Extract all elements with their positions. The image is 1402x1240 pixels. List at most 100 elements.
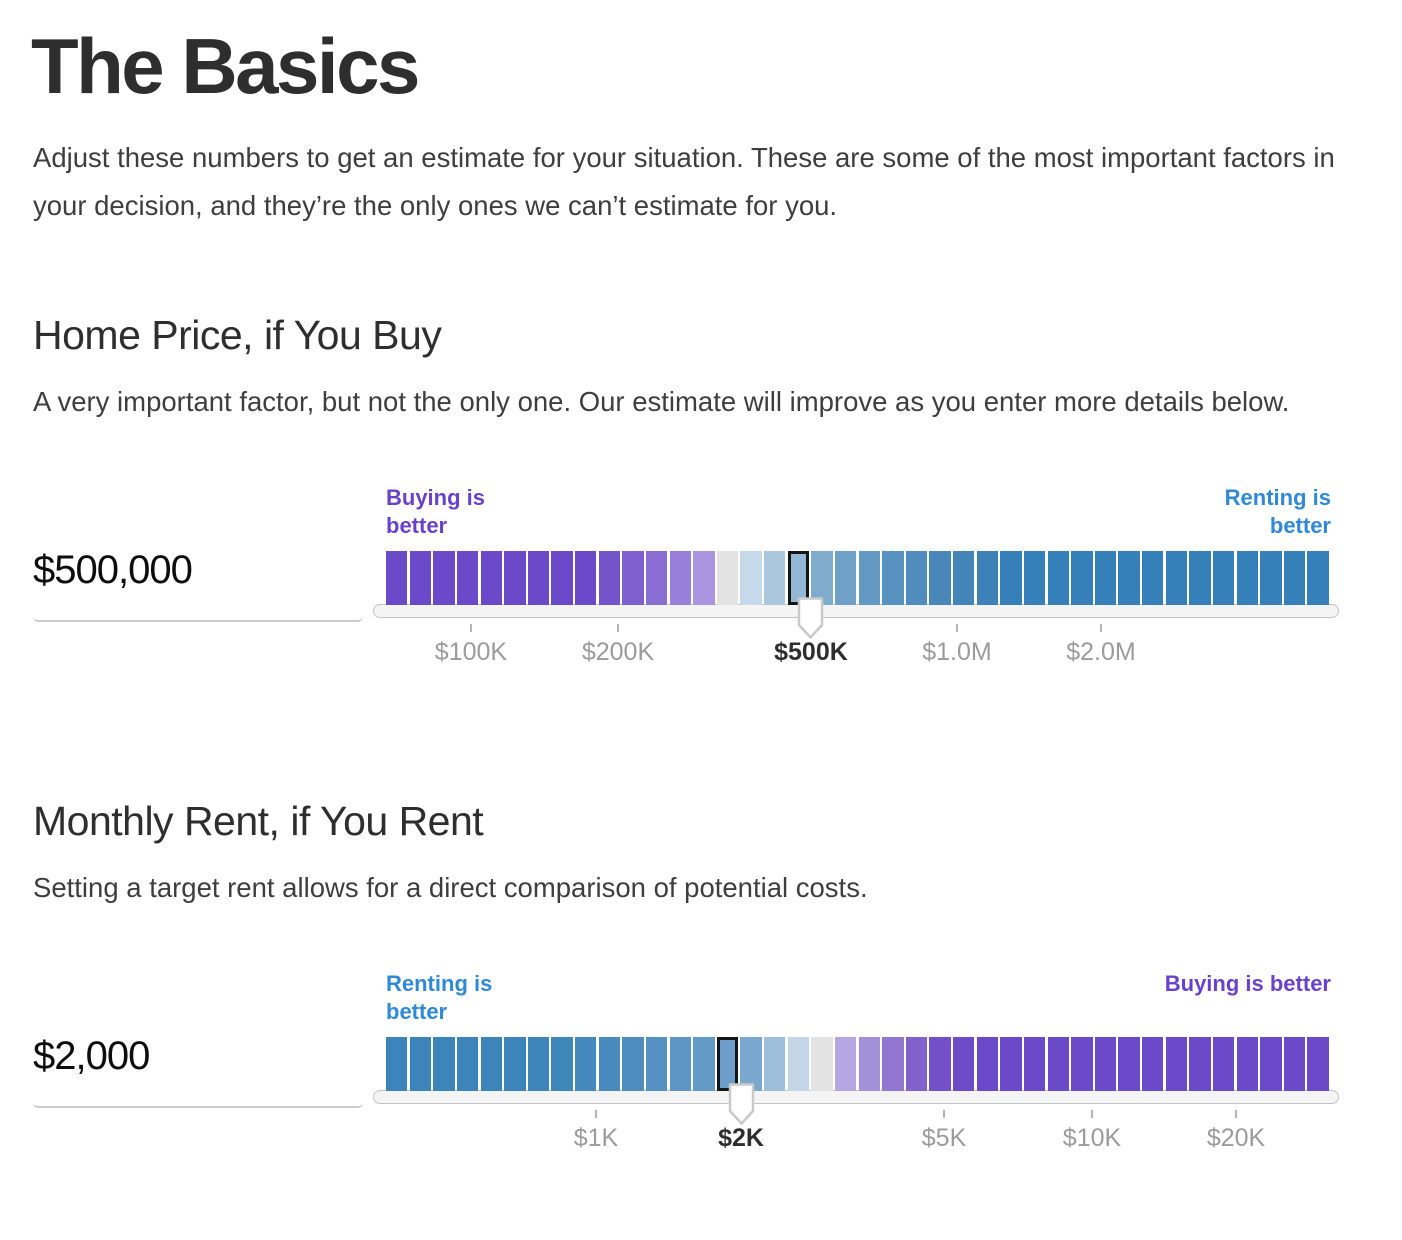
slider-segment[interactable] (811, 551, 833, 605)
slider-segment[interactable] (953, 1037, 975, 1091)
value-input[interactable]: $500,000 (33, 548, 193, 592)
slider-segment[interactable] (1118, 551, 1140, 605)
section-description: Setting a target rent allows for a direc… (33, 872, 868, 903)
slider-segment[interactable] (456, 1037, 479, 1091)
intro-text: Adjust these numbers to get an estimate … (33, 142, 1335, 221)
slider-segment[interactable] (504, 1037, 526, 1091)
slider-segment[interactable] (1071, 551, 1093, 605)
slider-segment[interactable] (693, 551, 715, 605)
slider-segment[interactable] (551, 1037, 573, 1091)
slider-pointer[interactable] (728, 1083, 755, 1125)
slider-segment[interactable] (433, 1037, 455, 1091)
slider-segment[interactable] (858, 1037, 880, 1091)
slider-segment[interactable] (1094, 1037, 1117, 1091)
slider-segment[interactable] (1094, 551, 1117, 605)
slider-segment[interactable] (551, 551, 573, 605)
slider-segment-selected[interactable] (716, 1037, 739, 1091)
slider-left-label: Buying is better (386, 485, 486, 538)
page-title: The Basics (31, 22, 420, 110)
slider-segment[interactable] (1071, 1037, 1093, 1091)
value-input[interactable]: $2,000 (33, 1034, 150, 1078)
slider-segment[interactable] (433, 551, 455, 605)
slider-segment[interactable] (480, 1037, 502, 1091)
tick-mark (594, 1110, 597, 1118)
slider-segment[interactable] (1000, 1037, 1022, 1091)
tick-label: $10K (1062, 1124, 1122, 1152)
slider-segment[interactable] (409, 1037, 432, 1091)
slider-segment[interactable] (1165, 551, 1188, 605)
slider-segment[interactable] (1118, 1037, 1140, 1091)
slider-segment[interactable] (575, 1037, 597, 1091)
slider-segment[interactable] (1283, 551, 1306, 605)
slider-segment[interactable] (1260, 1037, 1282, 1091)
slider-segment[interactable] (1283, 1037, 1306, 1091)
tick-label-selected: $500K (774, 638, 848, 666)
slider-segment[interactable] (1000, 551, 1022, 605)
slider-segment[interactable] (480, 551, 502, 605)
tick-mark (616, 624, 619, 632)
tick-label: $2.0M (1066, 638, 1136, 666)
slider-segment[interactable] (929, 1037, 951, 1091)
slider-segment[interactable] (456, 551, 479, 605)
slider-segment[interactable] (1212, 551, 1235, 605)
slider-segment[interactable] (409, 551, 432, 605)
slider-segment[interactable] (598, 551, 621, 605)
tick-label-selected: $2K (718, 1124, 764, 1152)
slider-segment[interactable] (905, 1037, 928, 1091)
slider-segment[interactable] (787, 1037, 810, 1091)
slider-segment[interactable] (1023, 1037, 1046, 1091)
slider-segment[interactable] (764, 1037, 786, 1091)
slider-segment[interactable] (622, 551, 644, 605)
slider-segment[interactable] (764, 551, 786, 605)
slider-segment[interactable] (882, 1037, 904, 1091)
slider-segment[interactable] (693, 1037, 715, 1091)
slider-segment[interactable] (905, 551, 928, 605)
slider-segment[interactable] (953, 551, 975, 605)
slider-segment[interactable] (504, 551, 526, 605)
slider-segment[interactable] (1142, 1037, 1164, 1091)
slider-segment[interactable] (386, 551, 408, 605)
slider-segment[interactable] (386, 1037, 408, 1091)
slider-segment[interactable] (575, 551, 597, 605)
tick-label: $200K (581, 638, 655, 666)
slider-segment[interactable] (1307, 1037, 1329, 1091)
slider-rail[interactable] (373, 1090, 1339, 1104)
slider-segment[interactable] (976, 551, 999, 605)
slider-segment[interactable] (834, 1037, 857, 1091)
slider-segment[interactable] (811, 1037, 833, 1091)
slider-segment[interactable] (929, 551, 951, 605)
slider-right-label: Buying is better (1164, 971, 1331, 996)
slider-pointer[interactable] (797, 597, 824, 639)
slider-segment[interactable] (834, 551, 857, 605)
slider-segment[interactable] (622, 1037, 644, 1091)
slider-pointer-shape (798, 597, 824, 639)
slider-segment[interactable] (1165, 1037, 1188, 1091)
slider-segment[interactable] (645, 551, 668, 605)
slider-rail[interactable] (373, 604, 1339, 618)
slider-segment[interactable] (527, 551, 550, 605)
slider-segment[interactable] (716, 551, 739, 605)
slider-segment[interactable] (1142, 551, 1164, 605)
slider-segment[interactable] (1212, 1037, 1235, 1091)
slider-segment[interactable] (527, 1037, 550, 1091)
slider-segment[interactable] (1047, 551, 1069, 605)
slider-segment[interactable] (1307, 551, 1329, 605)
slider-segment[interactable] (598, 1037, 621, 1091)
slider-segment[interactable] (740, 551, 762, 605)
slider-segment[interactable] (1236, 551, 1258, 605)
slider-segment[interactable] (1047, 1037, 1069, 1091)
slider-segment[interactable] (976, 1037, 999, 1091)
slider-segment[interactable] (858, 551, 880, 605)
slider-segment[interactable] (669, 551, 691, 605)
value-underline (33, 617, 363, 622)
tick-label: $5K (921, 1124, 967, 1152)
slider-segment[interactable] (1236, 1037, 1258, 1091)
slider-segment[interactable] (740, 1037, 762, 1091)
slider-segment[interactable] (882, 551, 904, 605)
slider-segment[interactable] (669, 1037, 691, 1091)
slider-segment[interactable] (1260, 551, 1282, 605)
slider-segment[interactable] (1189, 1037, 1211, 1091)
slider-segment[interactable] (1023, 551, 1046, 605)
slider-segment[interactable] (645, 1037, 668, 1091)
slider-segment[interactable] (1189, 551, 1211, 605)
